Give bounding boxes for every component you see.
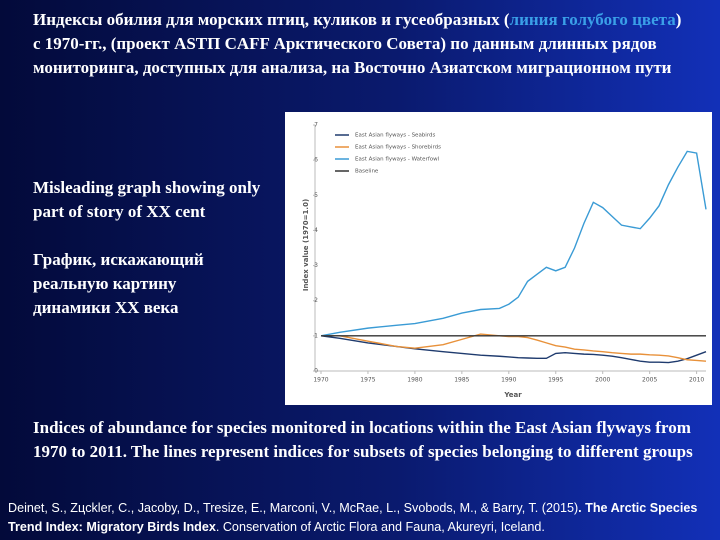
x-tick-label: 2010 <box>689 377 704 384</box>
caption: Indices of abundance for species monitor… <box>33 418 693 461</box>
x-tick-label: 1985 <box>454 377 469 384</box>
y-axis-label: Index value (1970=1.0) <box>302 199 310 291</box>
legend-label: Baseline <box>355 169 379 175</box>
y-tick-label: 3 <box>314 262 318 269</box>
x-tick-label: 2005 <box>642 377 657 384</box>
y-tick-label: 4 <box>314 227 318 234</box>
x-tick-label: 1970 <box>313 377 328 384</box>
title-part: ) с 1970-гг., (проект ASTП CAFF Арктичес… <box>33 10 682 77</box>
x-tick-label: 1975 <box>360 377 375 384</box>
series-line <box>320 335 707 364</box>
legend-label: East Asian flyways - Shorebirds <box>355 145 441 151</box>
y-tick-label: 0 <box>314 368 318 375</box>
x-tick-label: 1980 <box>407 377 422 384</box>
x-tick-label: 1995 <box>548 377 563 384</box>
legend-label: East Asian flyways - Waterfowl <box>355 157 440 163</box>
x-axis-label: Year <box>503 391 522 399</box>
citation-part: . The Arctic Species Trend Index: Migrat… <box>8 501 698 534</box>
series-line <box>321 333 707 362</box>
note: Misleading graph showing only part of st… <box>33 178 261 221</box>
title-part: Индексы обилия для морских птиц, куликов… <box>33 10 510 29</box>
title-highlight: линия голубого цвета <box>509 10 676 29</box>
x-tick-label: 2000 <box>595 377 610 384</box>
x-tick-label: 1990 <box>501 377 516 384</box>
y-tick-label: 2 <box>314 297 318 304</box>
legend-label: East Asian flyways - Seabirds <box>355 133 435 139</box>
note: График, искажающий реальную картину дина… <box>33 250 204 317</box>
slide-title: Индексы обилия для морских птиц, куликов… <box>33 8 693 80</box>
y-tick-label: 1 <box>314 332 318 339</box>
citation-part: . Conservation of Arctic Flora and Fauna… <box>215 520 545 534</box>
y-tick-label: 5 <box>314 192 318 199</box>
y-tick-label: 6 <box>314 157 318 164</box>
series-line <box>320 150 707 337</box>
citation: Deinet, S., Zцckler, C., Jacoby, D., Tre… <box>8 499 716 537</box>
y-tick-label: 7 <box>314 122 318 129</box>
chart-background <box>285 112 712 405</box>
citation-part: Deinet, S., Zцckler, C., Jacoby, D., Tre… <box>8 501 579 515</box>
